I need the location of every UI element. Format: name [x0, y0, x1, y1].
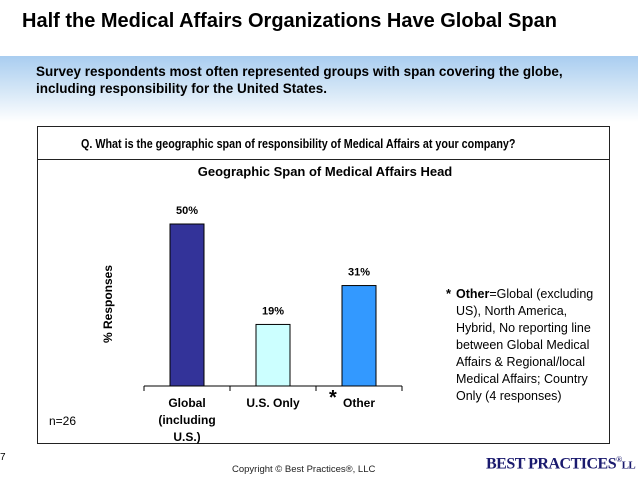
question-row: Q. What is the geographic span of respon… — [38, 127, 609, 160]
slide-number: 7 — [0, 452, 6, 463]
bar-1 — [169, 223, 205, 387]
logo-reg: ® — [616, 455, 622, 464]
x-tick-label-2-1: U.S. Only — [246, 396, 300, 410]
page-title: Half the Medical Affairs Organizations H… — [22, 10, 557, 32]
x-tick-label-1-1: Global — [168, 396, 205, 410]
footnote-label: Other — [456, 287, 490, 301]
bar-2 — [255, 323, 291, 387]
data-label-1: 50% — [176, 205, 198, 217]
chart-title: Geographic Span of Medical Affairs Head — [197, 164, 453, 179]
footnote: Other=Global (excluding US), North Ameri… — [456, 286, 596, 405]
x-tick-label-3-1: Other — [343, 396, 375, 410]
footnote-text: =Global (excluding US), North America, H… — [456, 287, 594, 403]
summary-text: Survey respondents most often represente… — [36, 64, 563, 96]
survey-question: Q. What is the geographic span of respon… — [81, 137, 516, 151]
chart-panel: Q. What is the geographic span of respon… — [37, 126, 610, 444]
logo-text: BEST PRACTICES — [486, 455, 617, 473]
x-tick-label-1-3: U.S.) — [173, 430, 200, 444]
data-label-2: 19% — [262, 305, 284, 317]
data-label-3: 31% — [348, 267, 370, 279]
other-footnote-marker: * — [329, 387, 337, 409]
copyright: Copyright © Best Practices®, LLC — [232, 464, 376, 475]
company-logo: BEST PRACTICES®LL — [486, 455, 636, 473]
logo-tail: LL — [621, 459, 636, 472]
summary-banner: Survey respondents most often represente… — [0, 56, 638, 122]
x-tick-label-1-2: (including — [158, 413, 215, 427]
sample-size: n=26 — [49, 414, 77, 428]
bar-3 — [341, 285, 377, 387]
footnote-marker: * — [446, 286, 452, 301]
